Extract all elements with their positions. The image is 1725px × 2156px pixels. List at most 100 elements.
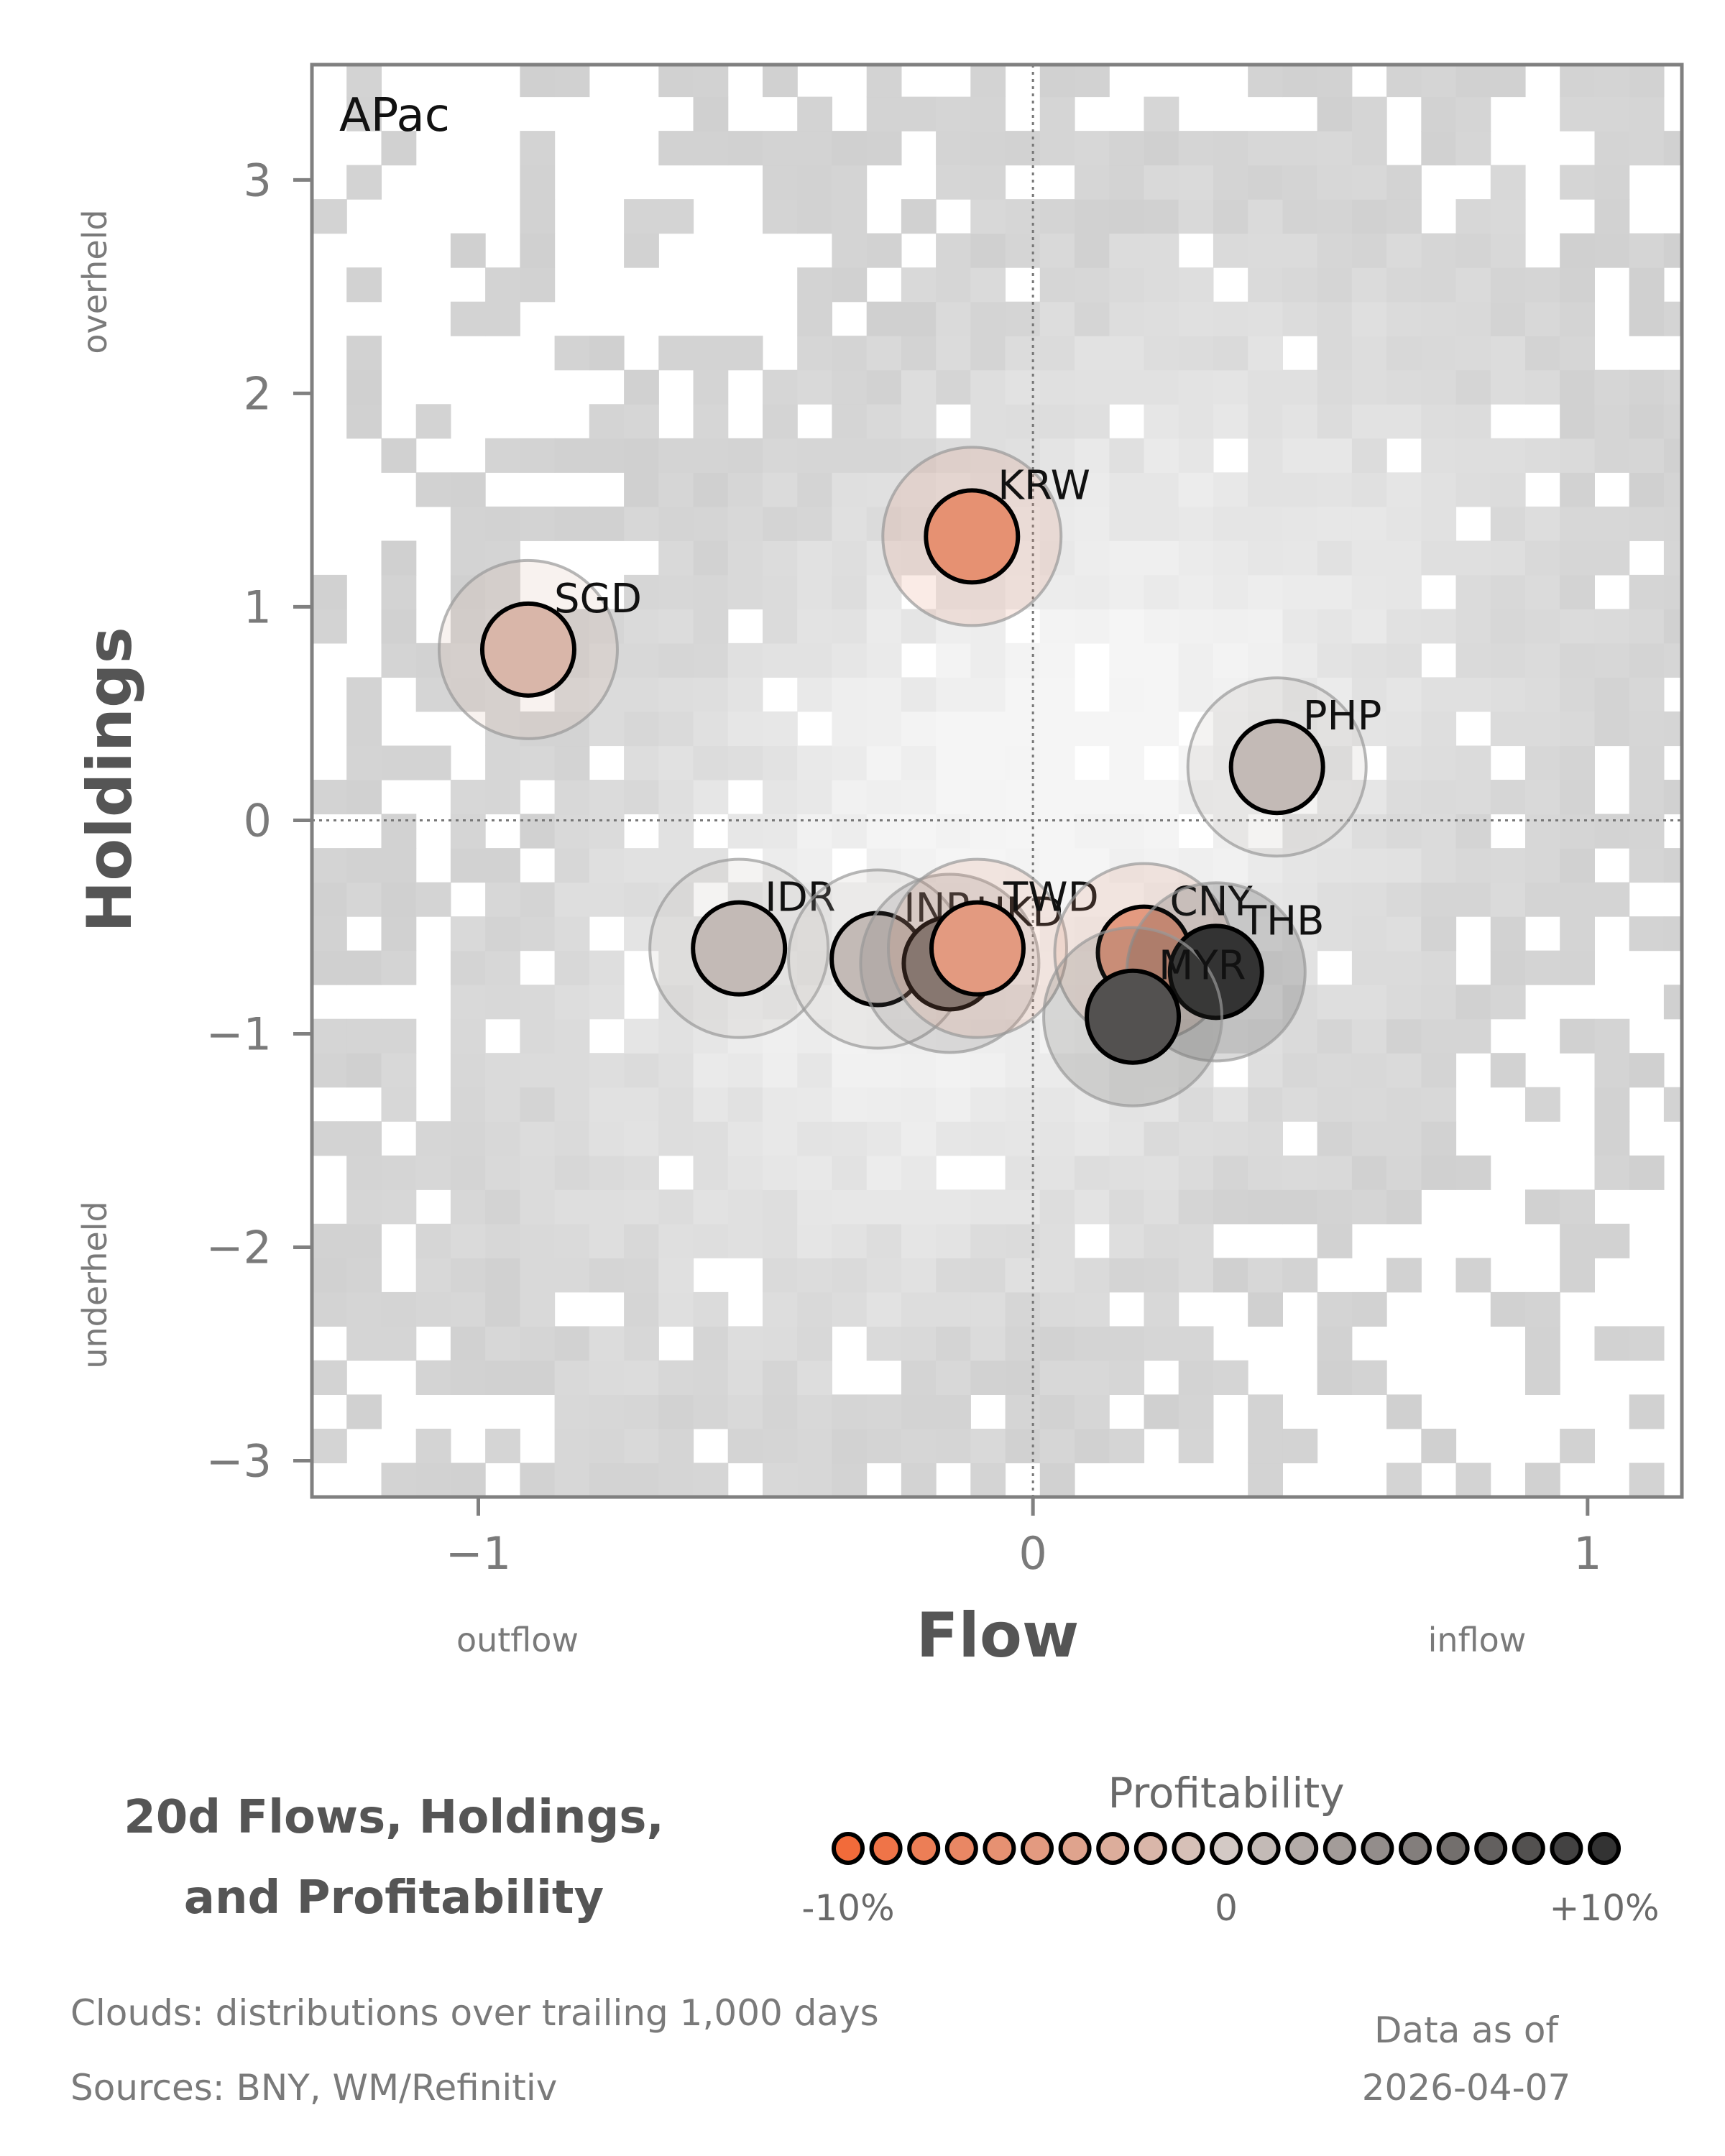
cloud-cell <box>936 165 971 200</box>
cloud-cell <box>936 745 971 780</box>
cloud-cell <box>589 1360 625 1395</box>
cloud-cell <box>1317 540 1353 576</box>
cloud-cell <box>1317 1121 1353 1156</box>
cloud-cell <box>1282 267 1318 303</box>
cloud-cell <box>312 882 347 917</box>
cloud-cell <box>1109 233 1145 268</box>
cloud-cell <box>1455 96 1491 132</box>
cloud-cell <box>1248 472 1283 507</box>
cloud-cell <box>1213 540 1248 576</box>
cloud-cell <box>450 814 486 849</box>
cloud-cell <box>1663 472 1682 507</box>
cloud-cell <box>1629 506 1665 541</box>
cloud-cell <box>520 199 556 234</box>
cloud-cell <box>693 609 729 644</box>
cloud-cell <box>832 131 868 166</box>
cloud-cell <box>1248 882 1283 917</box>
cloud-cell <box>589 985 625 1020</box>
cloud-cell <box>1075 1053 1110 1088</box>
cloud-cell <box>554 950 590 985</box>
cloud-cell <box>832 677 868 712</box>
cloud-cell <box>1629 780 1665 815</box>
cloud-cell <box>1109 1326 1145 1361</box>
cloud-cell <box>832 1053 868 1088</box>
cloud-cell <box>346 65 382 98</box>
cloud-cell <box>520 165 556 200</box>
cloud-cell <box>901 1326 937 1361</box>
cloud-cell <box>415 1291 451 1327</box>
cloud-cell <box>970 780 1006 815</box>
cloud-cell <box>1317 1018 1353 1054</box>
legend-tick-min: -10% <box>801 1887 894 1929</box>
cloud-cell <box>1178 1223 1214 1258</box>
cloud-cell <box>1144 711 1179 747</box>
cloud-cell <box>1594 96 1630 132</box>
cloud-cell <box>1421 540 1457 576</box>
cloud-cell <box>589 1462 625 1497</box>
cloud-cell <box>797 540 832 576</box>
cloud-cell <box>1248 1258 1283 1293</box>
cloud-cell <box>797 1053 832 1088</box>
cloud-cell <box>1421 267 1457 303</box>
footer-title-line1: 20d Flows, Holdings, <box>124 1791 664 1844</box>
cloud-cell <box>520 1053 556 1088</box>
point-twd <box>929 900 1026 997</box>
cloud-cell <box>1351 677 1387 712</box>
cloud-cell <box>1282 369 1318 405</box>
cloud-cell <box>1109 267 1145 303</box>
cloud-cell <box>1351 916 1387 952</box>
cloud-cell <box>727 1223 763 1258</box>
cloud-cell <box>1421 96 1457 132</box>
cloud-cell <box>450 609 486 644</box>
cloud-cell <box>1213 574 1248 609</box>
cloud-cell <box>901 438 937 473</box>
cloud-cell <box>415 1223 451 1258</box>
cloud-cell <box>1213 1189 1248 1225</box>
cloud-cell <box>1075 369 1110 405</box>
cloud-cell <box>693 745 729 780</box>
cloud-cell <box>1144 301 1179 336</box>
cloud-cell <box>936 336 971 371</box>
cloud-cell <box>970 745 1006 780</box>
cloud-cell <box>1075 199 1110 234</box>
cloud-cell <box>312 574 347 609</box>
cloud-cell <box>1005 1394 1041 1429</box>
cloud-cell <box>727 745 763 780</box>
cloud-cell <box>1351 540 1387 576</box>
cloud-cell <box>1213 336 1248 371</box>
cloud-cell <box>832 1429 868 1464</box>
cloud-cell <box>1144 472 1179 507</box>
cloud-cell <box>1317 1087 1353 1122</box>
cloud-cell <box>1039 65 1075 98</box>
cloud-cell <box>1317 96 1353 132</box>
cloud-cell <box>346 369 382 405</box>
cloud-cell <box>1109 131 1145 166</box>
cloud-cell <box>1317 916 1353 952</box>
cloud-cell <box>658 1087 694 1122</box>
cloud-cell <box>1629 745 1665 780</box>
cloud-cell <box>1351 438 1387 473</box>
cloud-cell <box>1282 165 1318 200</box>
cloud-cell <box>450 985 486 1020</box>
cloud-cell <box>450 1053 486 1088</box>
cloud-cell <box>832 745 868 780</box>
x-tick-label: 0 <box>1018 1527 1046 1580</box>
cloud-cell <box>1109 1429 1145 1464</box>
cloud-cell <box>1663 780 1682 815</box>
cloud-cell <box>832 711 868 747</box>
cloud-cell <box>450 1018 486 1054</box>
cloud-cell <box>797 1189 832 1225</box>
cloud-cell <box>1351 950 1387 985</box>
cloud-cell <box>1213 233 1248 268</box>
cloud-cell <box>901 780 937 815</box>
cloud-cell <box>589 814 625 849</box>
cloud-cell <box>1455 1258 1491 1293</box>
cloud-cell <box>970 404 1006 439</box>
cloud-cell <box>1178 267 1214 303</box>
cloud-cell <box>901 472 937 507</box>
cloud-cell <box>1594 1155 1630 1190</box>
cloud-cell <box>624 404 659 439</box>
cloud-cell <box>866 1189 902 1225</box>
cloud-cell <box>1317 574 1353 609</box>
cloud-cell <box>1248 336 1283 371</box>
